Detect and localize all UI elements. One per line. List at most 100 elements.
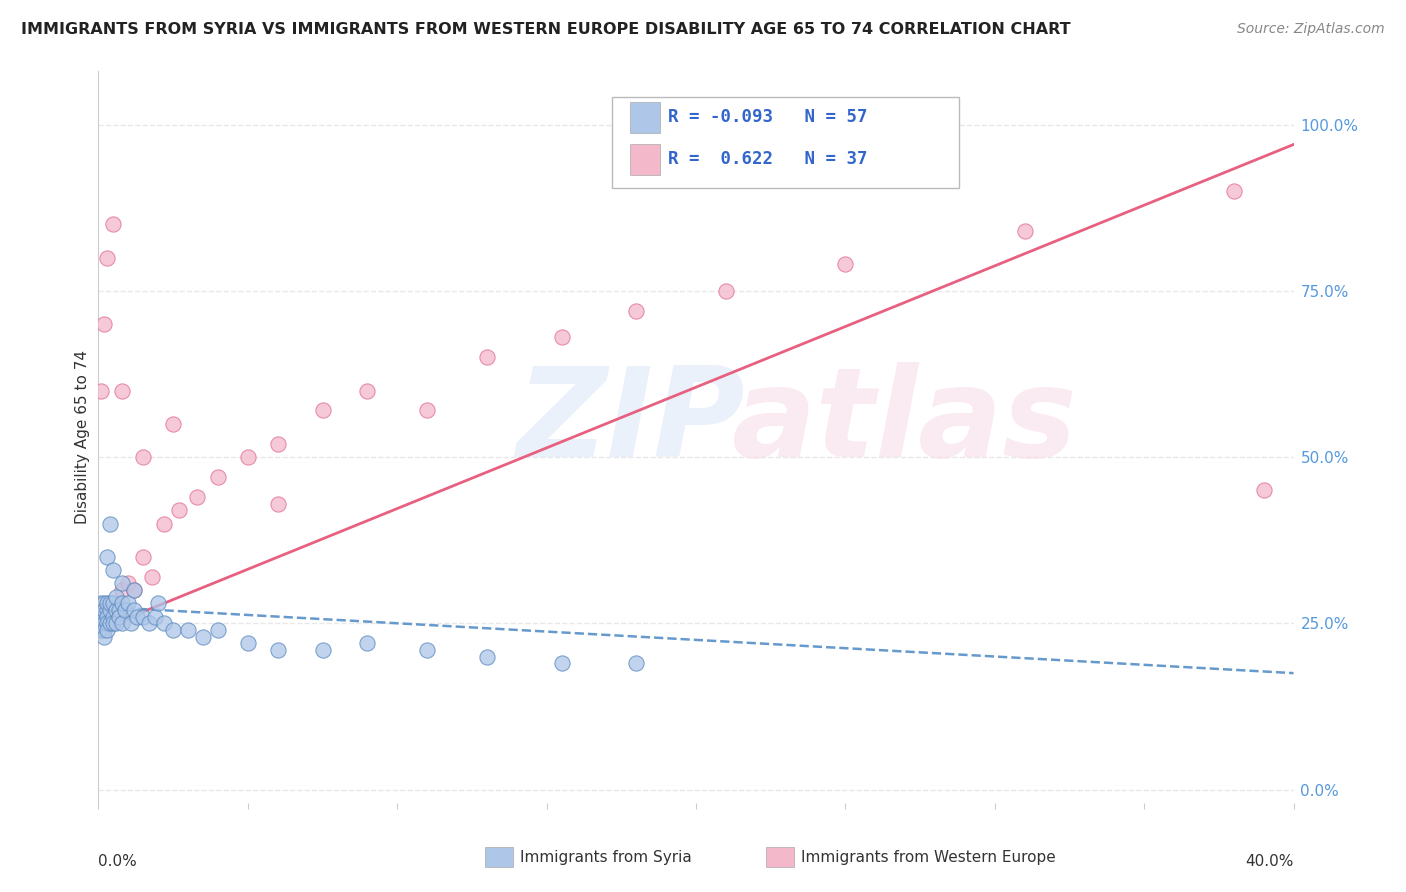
Point xyxy=(93,603,115,617)
Text: R =  0.622   N = 37: R = 0.622 N = 37 xyxy=(668,150,868,169)
Point xyxy=(93,603,115,617)
Point xyxy=(105,603,128,617)
Text: Immigrants from Western Europe: Immigrants from Western Europe xyxy=(801,850,1056,864)
Point xyxy=(108,609,131,624)
Point xyxy=(98,596,122,610)
Point xyxy=(111,576,134,591)
Text: R = -0.093   N = 57: R = -0.093 N = 57 xyxy=(668,108,868,127)
Point xyxy=(117,596,139,610)
Point xyxy=(93,317,115,331)
Point xyxy=(96,616,118,631)
Text: IMMIGRANTS FROM SYRIA VS IMMIGRANTS FROM WESTERN EUROPE DISABILITY AGE 65 TO 74 : IMMIGRANTS FROM SYRIA VS IMMIGRANTS FROM… xyxy=(21,22,1071,37)
Point xyxy=(834,257,856,271)
Point xyxy=(111,582,134,597)
Point xyxy=(93,630,115,644)
Point xyxy=(96,609,118,624)
Point xyxy=(111,384,134,398)
Point xyxy=(416,403,439,417)
Point xyxy=(98,616,122,631)
Point xyxy=(141,570,163,584)
Text: 40.0%: 40.0% xyxy=(1246,854,1294,869)
Point xyxy=(167,503,190,517)
Point xyxy=(108,603,131,617)
Point xyxy=(207,623,229,637)
Text: 0.0%: 0.0% xyxy=(98,854,138,869)
Point xyxy=(96,616,118,631)
FancyBboxPatch shape xyxy=(613,97,959,188)
Point xyxy=(267,436,290,450)
Point xyxy=(626,656,648,670)
Point xyxy=(153,616,176,631)
Point xyxy=(111,616,134,631)
Point xyxy=(111,596,134,610)
Point xyxy=(1253,483,1275,498)
Point xyxy=(96,549,118,564)
Point xyxy=(98,609,122,624)
FancyBboxPatch shape xyxy=(630,144,661,175)
Point xyxy=(311,403,333,417)
Point xyxy=(714,284,737,298)
Point xyxy=(311,643,333,657)
Point xyxy=(132,549,155,564)
Point xyxy=(98,603,122,617)
Point xyxy=(90,616,112,631)
Y-axis label: Disability Age 65 to 74: Disability Age 65 to 74 xyxy=(75,350,90,524)
Point xyxy=(267,643,290,657)
Text: Source: ZipAtlas.com: Source: ZipAtlas.com xyxy=(1237,22,1385,37)
Point xyxy=(90,596,112,610)
Point xyxy=(103,609,125,624)
Text: atlas: atlas xyxy=(733,362,1077,483)
Point xyxy=(124,582,146,597)
FancyBboxPatch shape xyxy=(630,102,661,133)
Point xyxy=(356,636,378,650)
Point xyxy=(475,649,498,664)
Point xyxy=(103,563,125,577)
Point xyxy=(143,609,166,624)
Point xyxy=(236,636,259,650)
Point xyxy=(138,616,160,631)
Text: ZIP: ZIP xyxy=(517,362,745,483)
Point xyxy=(90,609,112,624)
Point xyxy=(356,384,378,398)
Point xyxy=(1223,184,1246,198)
Point xyxy=(93,623,115,637)
Point xyxy=(148,596,170,610)
Point xyxy=(177,623,200,637)
Point xyxy=(105,590,128,604)
Point xyxy=(93,609,115,624)
Point xyxy=(207,470,229,484)
Point xyxy=(96,603,118,617)
Point xyxy=(96,596,118,610)
Text: Immigrants from Syria: Immigrants from Syria xyxy=(520,850,692,864)
Point xyxy=(1014,224,1036,238)
Point xyxy=(96,251,118,265)
Point xyxy=(108,609,131,624)
Point xyxy=(153,516,176,531)
Point xyxy=(103,217,125,231)
Point xyxy=(90,603,112,617)
Point xyxy=(550,330,572,344)
Point xyxy=(93,616,115,631)
Point xyxy=(127,609,149,624)
Point xyxy=(90,384,112,398)
Point xyxy=(124,582,146,597)
Point xyxy=(93,596,115,610)
Point xyxy=(114,603,136,617)
Point xyxy=(98,516,122,531)
Point xyxy=(105,616,128,631)
Point xyxy=(475,351,498,365)
Point xyxy=(124,603,146,617)
Point xyxy=(162,623,184,637)
Point xyxy=(132,609,155,624)
Point xyxy=(93,609,115,624)
Point xyxy=(236,450,259,464)
Point xyxy=(103,596,125,610)
Point xyxy=(103,616,125,631)
Point xyxy=(90,623,112,637)
Point xyxy=(186,490,208,504)
Point xyxy=(191,630,214,644)
Point xyxy=(626,303,648,318)
Point xyxy=(416,643,439,657)
Point xyxy=(105,603,128,617)
Point xyxy=(162,417,184,431)
